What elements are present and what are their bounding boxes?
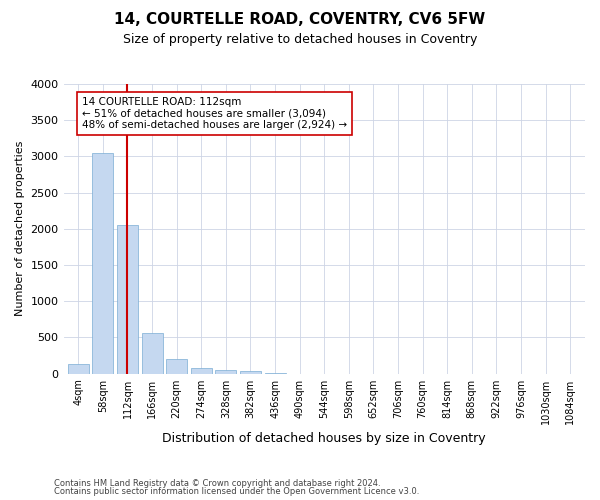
Bar (240, 372, 261, 374)
Y-axis label: Number of detached properties: Number of detached properties (15, 141, 25, 316)
Bar (166, 359, 187, 374)
Bar (117, 225, 138, 374)
Text: Size of property relative to detached houses in Coventry: Size of property relative to detached ho… (123, 32, 477, 46)
Text: Contains HM Land Registry data © Crown copyright and database right 2024.: Contains HM Land Registry data © Crown c… (54, 478, 380, 488)
Bar (68, 364, 89, 374)
Bar (142, 333, 163, 374)
X-axis label: Distribution of detached houses by size in Coventry: Distribution of detached houses by size … (163, 432, 486, 445)
Bar (215, 370, 236, 374)
Text: 14 COURTELLE ROAD: 112sqm
← 51% of detached houses are smaller (3,094)
48% of se: 14 COURTELLE ROAD: 112sqm ← 51% of detac… (82, 97, 347, 130)
Bar (191, 368, 212, 374)
Bar (265, 373, 286, 374)
Bar (92, 153, 113, 374)
Text: Contains public sector information licensed under the Open Government Licence v3: Contains public sector information licen… (54, 487, 419, 496)
Text: 14, COURTELLE ROAD, COVENTRY, CV6 5FW: 14, COURTELLE ROAD, COVENTRY, CV6 5FW (115, 12, 485, 28)
